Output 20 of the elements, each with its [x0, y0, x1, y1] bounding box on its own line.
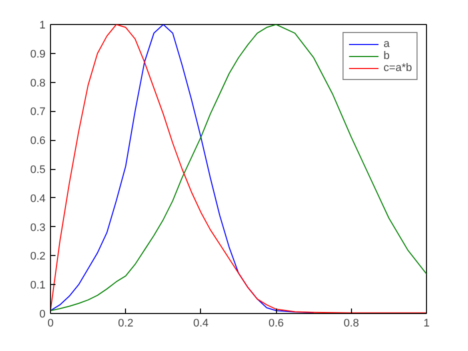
y-tick-label: 0.8: [30, 77, 46, 90]
y-tick-label: 0.5: [30, 164, 46, 176]
x-tick-label: 0: [47, 318, 54, 330]
y-tick-label: 0.4: [30, 192, 46, 205]
y-tick-label: 0.7: [30, 106, 46, 118]
y-tick-label: 0: [39, 308, 46, 320]
x-tick-label: 0.8: [344, 318, 359, 330]
y-tick-label: 0.9: [30, 48, 46, 60]
y-tick-label: 0.1: [30, 280, 46, 292]
legend-label: a: [384, 38, 391, 50]
y-tick-label: 0.2: [30, 250, 46, 263]
y-tick-label: 1: [39, 20, 46, 32]
y-tick-label: 0.6: [30, 135, 46, 148]
x-tick-label: 0.2: [118, 318, 134, 330]
legend-label: c=a*b: [384, 62, 412, 74]
y-tick-label: 0.3: [30, 222, 46, 234]
x-tick-label: 1: [423, 318, 430, 330]
legend-label: b: [384, 50, 391, 62]
x-tick-label: 0.6: [268, 318, 284, 330]
x-tick-label: 0.4: [193, 318, 209, 330]
